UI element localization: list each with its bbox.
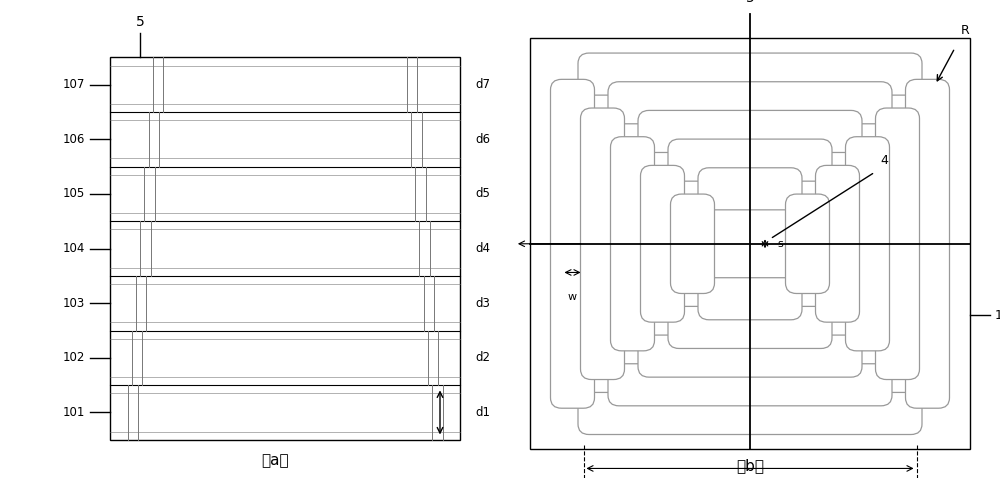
Text: w: w [568,292,577,302]
Text: R: R [960,24,969,37]
FancyBboxPatch shape [578,53,922,95]
Text: 107: 107 [63,78,85,91]
Bar [110,57,460,440]
FancyBboxPatch shape [550,79,594,408]
FancyBboxPatch shape [668,139,832,181]
Text: 106: 106 [63,133,85,146]
Text: d1: d1 [475,406,490,419]
FancyBboxPatch shape [640,165,684,322]
Bar [530,38,970,449]
FancyBboxPatch shape [608,364,892,406]
FancyBboxPatch shape [670,194,714,293]
FancyBboxPatch shape [608,82,892,124]
Text: 104: 104 [63,242,85,255]
Text: 1: 1 [995,309,1000,322]
FancyBboxPatch shape [876,108,920,380]
Text: （a）: （a） [261,454,289,468]
Text: 4: 4 [880,154,888,167]
FancyBboxPatch shape [906,79,950,408]
Text: s: s [778,239,783,249]
Text: 5: 5 [746,0,754,5]
Text: d2: d2 [475,351,490,364]
FancyBboxPatch shape [816,165,860,322]
Text: 103: 103 [63,297,85,310]
Text: d6: d6 [475,133,490,146]
FancyBboxPatch shape [610,137,654,351]
FancyBboxPatch shape [638,110,862,152]
FancyBboxPatch shape [580,108,624,380]
FancyBboxPatch shape [668,306,832,348]
FancyBboxPatch shape [638,335,862,377]
FancyBboxPatch shape [698,168,802,210]
FancyBboxPatch shape [698,278,802,320]
Text: 102: 102 [63,351,85,364]
Text: d7: d7 [475,78,490,91]
Text: d3: d3 [475,297,490,310]
Text: d4: d4 [475,242,490,255]
Text: （b）: （b） [736,458,764,473]
Text: 5: 5 [136,15,144,29]
Text: d5: d5 [475,187,490,200]
Text: 101: 101 [63,406,85,419]
FancyBboxPatch shape [846,137,890,351]
FancyBboxPatch shape [786,194,830,293]
FancyBboxPatch shape [578,392,922,435]
Text: 105: 105 [63,187,85,200]
